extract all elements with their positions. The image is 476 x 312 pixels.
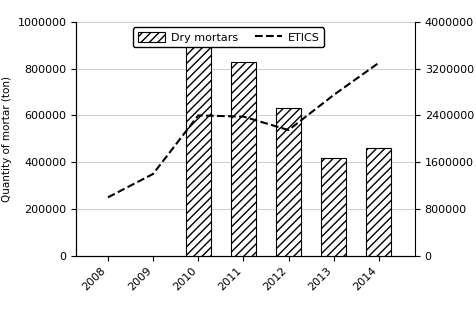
Bar	[276, 109, 300, 256]
Legend: Dry mortars, ETICS: Dry mortars, ETICS	[133, 27, 324, 47]
Bar	[230, 61, 255, 256]
Bar	[366, 148, 390, 256]
Bar	[186, 34, 210, 256]
Y-axis label: Quantity of mortar (ton): Quantity of mortar (ton)	[2, 76, 12, 202]
Bar	[321, 158, 346, 256]
